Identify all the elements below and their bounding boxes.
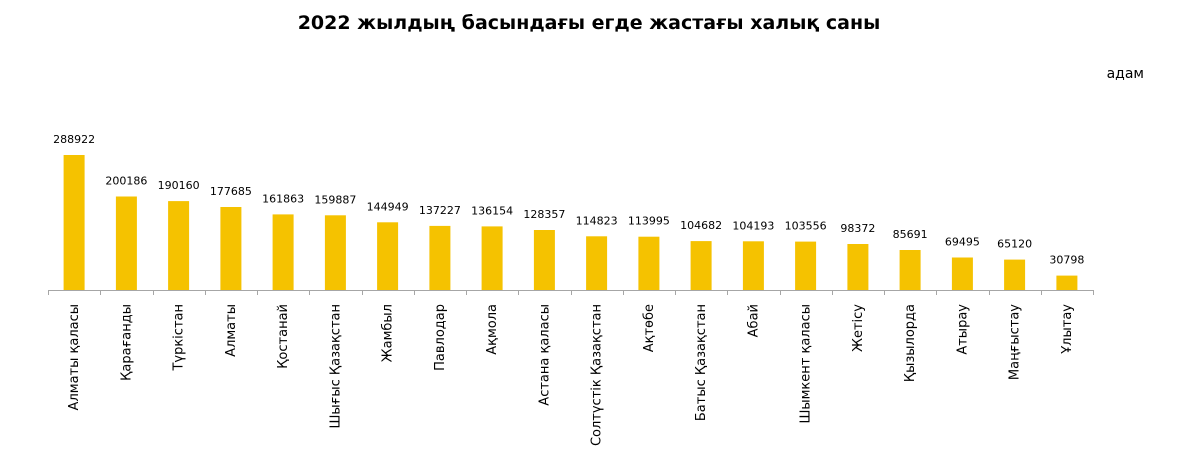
category-label: Ақмола [485,304,500,355]
bar [481,226,503,290]
data-label: 69495 [945,236,980,249]
category-label: Солтүстік Қазақстан [590,304,605,446]
bar [638,236,660,290]
bar [272,214,294,290]
category-label: Ақтөбе [642,304,657,352]
data-label: 136154 [471,204,513,217]
data-label: 200186 [105,175,147,188]
category-label: Шығыс Қазақстан [328,304,343,429]
category-label: Маңғыстау [1008,304,1023,380]
category-label: Жамбыл [381,304,396,362]
category-label: Қостанай [276,304,291,369]
data-label: 113995 [628,215,670,228]
bar [324,215,346,290]
data-label: 65120 [997,238,1032,251]
bar [377,222,399,290]
data-label: 103556 [785,220,827,233]
data-label: 159887 [314,193,356,206]
data-label: 144949 [367,200,409,213]
data-label: 161863 [262,192,304,205]
chart-title: 2022 жылдың басындағы егде жастағы халық… [297,12,881,34]
category-label: Батыс Қазақстан [694,304,709,421]
category-label: Ұлытау [1060,304,1075,355]
bar [951,257,973,290]
category-label: Қызылорда [903,304,918,382]
bar [795,241,817,290]
bar [899,250,921,290]
bar [847,244,869,290]
category-label: Алматы [224,304,239,357]
category-label: Алматы қаласы [67,304,82,410]
data-label: 190160 [158,179,200,192]
data-label: 114823 [576,214,618,227]
bar [586,236,608,290]
category-label: Павлодар [433,304,448,371]
unit-label: адам [1106,66,1144,82]
data-label: 137227 [419,204,461,217]
bar [742,241,764,290]
bar [1004,259,1026,290]
category-label: Астана қаласы [537,304,552,406]
data-label: 128357 [523,208,565,221]
category-label: Атырау [955,304,970,355]
bar [1056,275,1078,290]
data-label: 288922 [53,133,95,146]
data-label: 30798 [1049,254,1084,267]
category-label: Шымкент қаласы [799,304,814,424]
bar [168,201,190,290]
data-label: 104193 [732,219,774,232]
category-label: Жетісу [851,304,866,352]
bar [533,230,555,290]
data-label: 85691 [893,228,928,241]
category-label: Абай [746,304,761,337]
data-label: 98372 [840,222,875,235]
bar [63,155,85,290]
data-label: 177685 [210,185,252,198]
data-label: 104682 [680,219,722,232]
category-label: Түркістан [172,304,187,372]
bar [220,207,242,290]
category-label: Қарағанды [119,304,134,381]
bar [429,225,451,290]
bar [690,241,712,290]
bar [115,196,137,290]
